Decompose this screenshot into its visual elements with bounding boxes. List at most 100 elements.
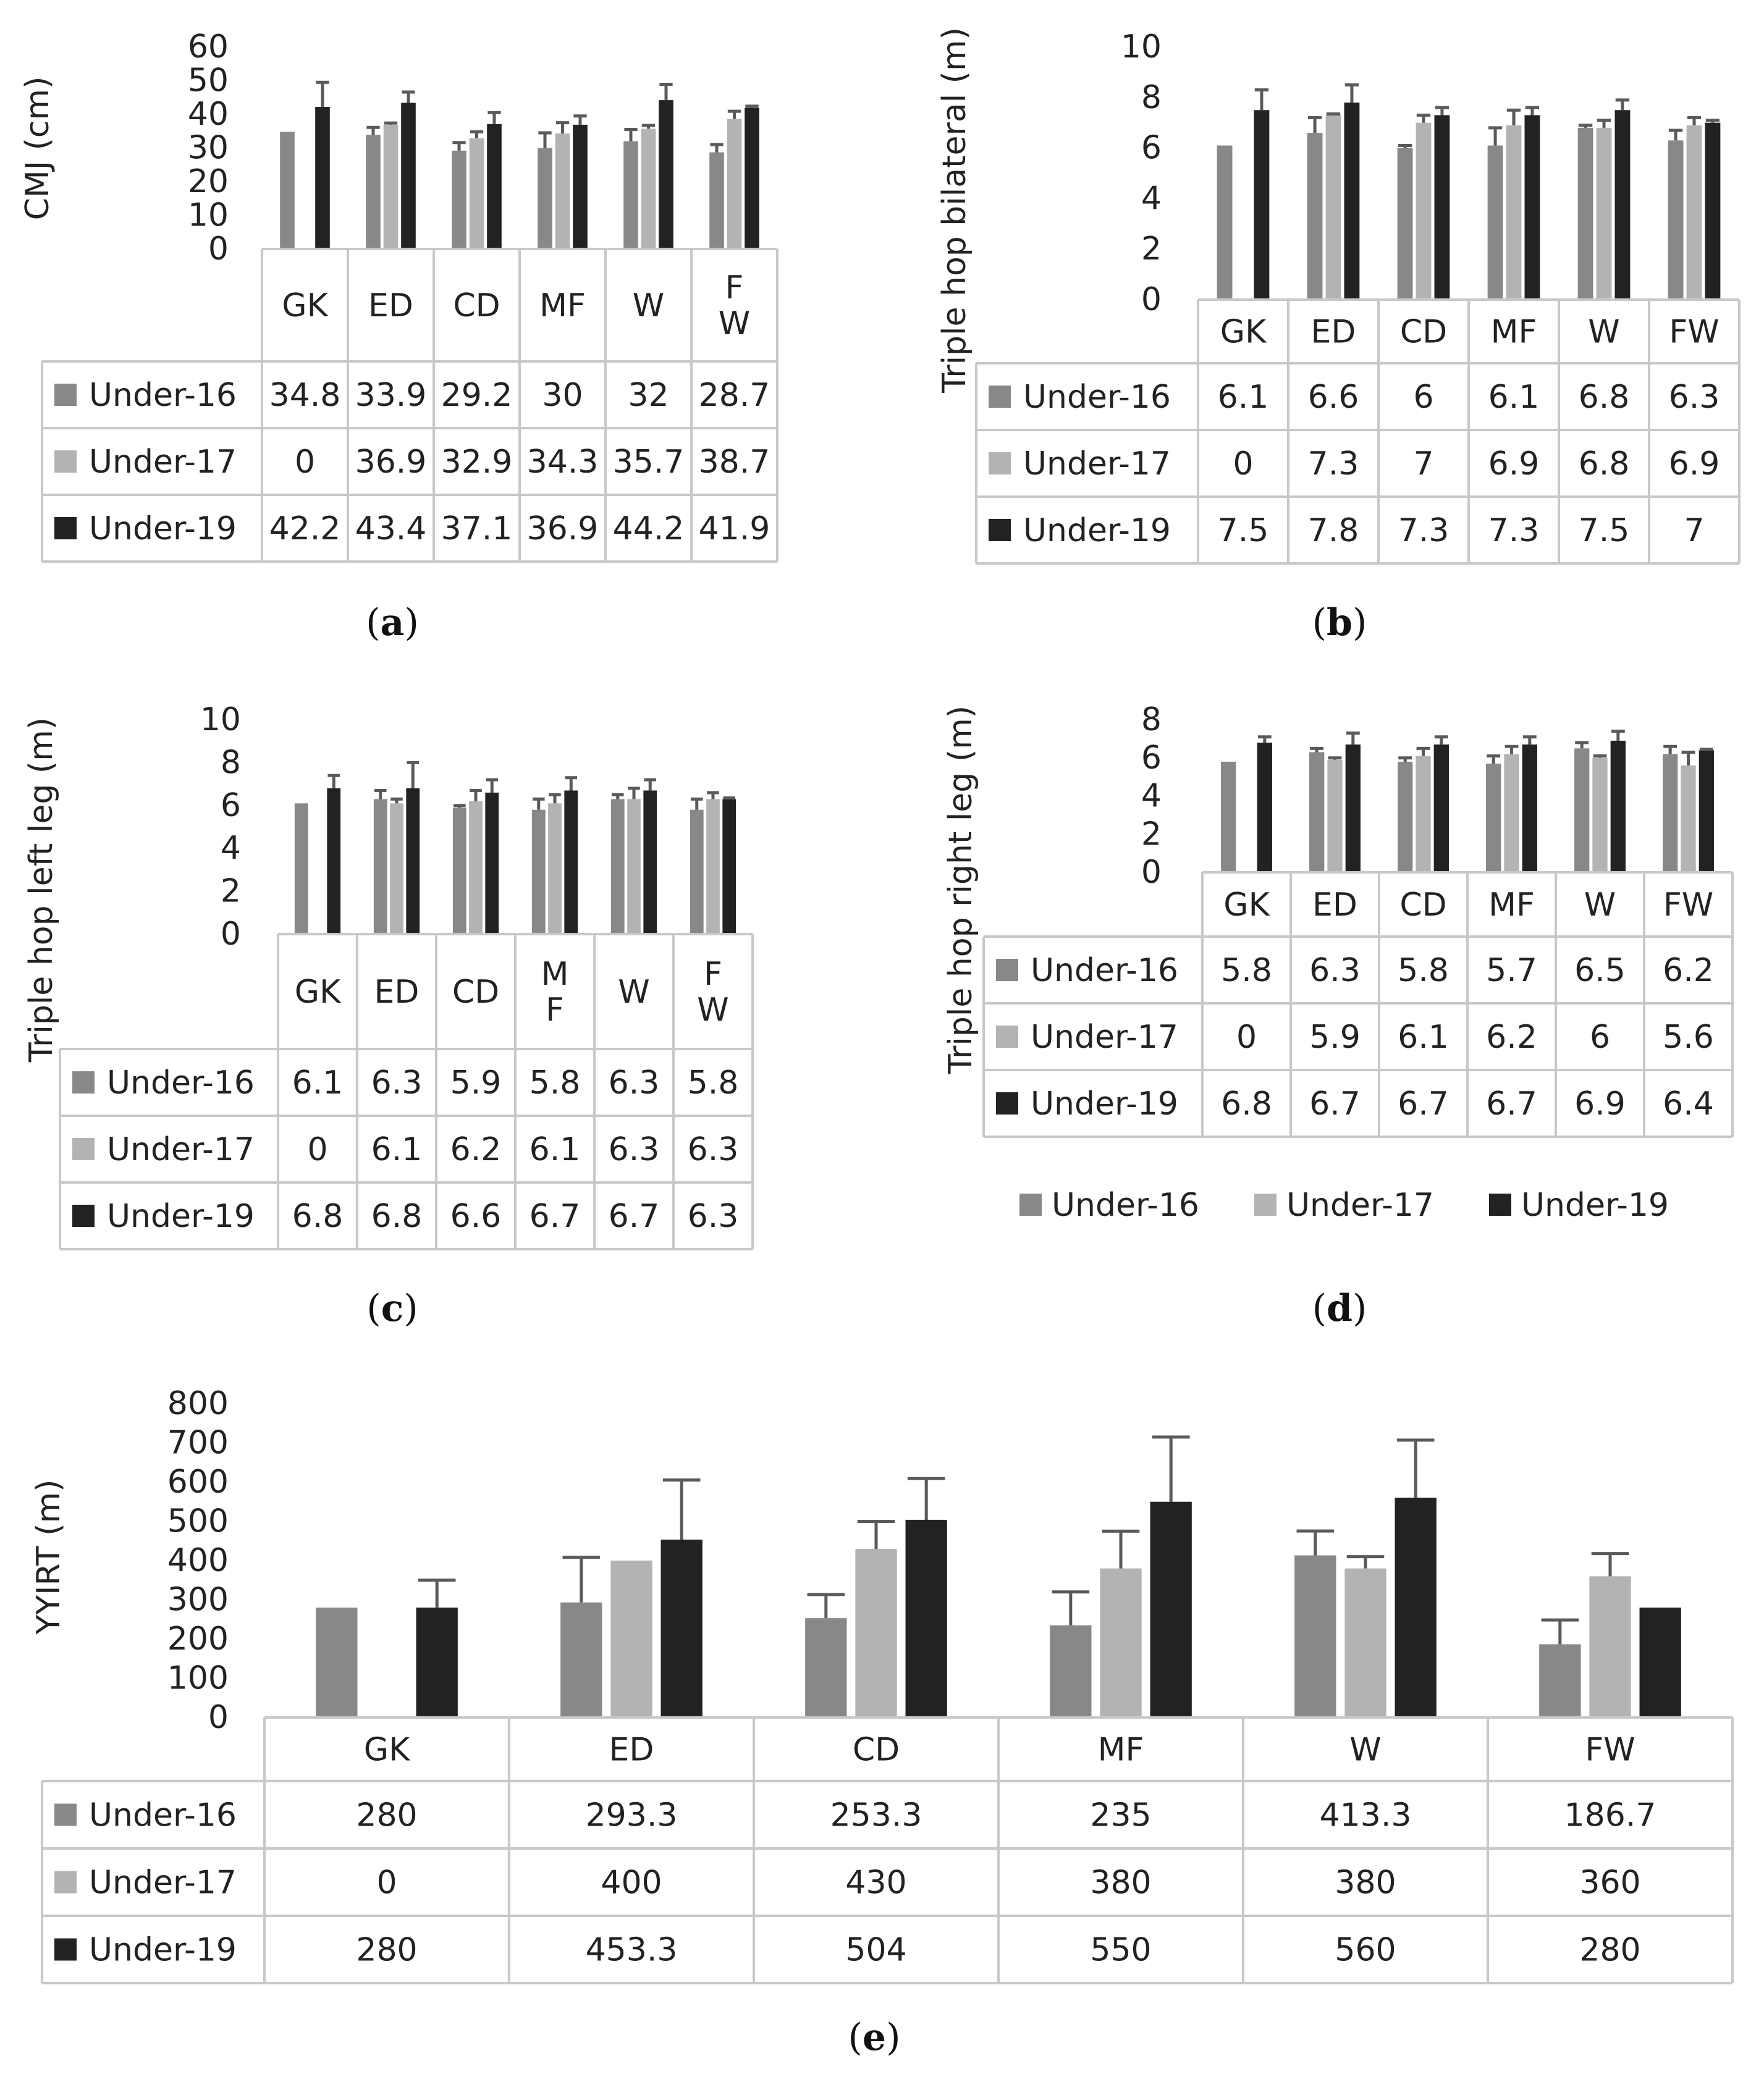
- bar-under-19-fw: [722, 799, 736, 934]
- bar-under-17-w: [1344, 1568, 1386, 1717]
- data-label: 6.1: [1398, 1019, 1449, 1056]
- bar-under-16-fw: [709, 152, 724, 249]
- bar-under-19-ed: [1345, 744, 1361, 872]
- data-label: 7.3: [1398, 512, 1450, 549]
- category-label: GK: [1220, 314, 1267, 351]
- category-label: FW: [1585, 1732, 1635, 1769]
- data-label: 6.1: [292, 1064, 344, 1102]
- bar-under-16-gk: [280, 132, 295, 249]
- bar-under-19-ed: [406, 788, 420, 934]
- data-label: 7.3: [1488, 512, 1540, 549]
- series-name: Under-17: [89, 1865, 237, 1902]
- category-label: F: [546, 992, 564, 1029]
- data-label: 6.2: [1486, 1019, 1537, 1056]
- bar-under-16-gk: [294, 803, 308, 934]
- data-label: 186.7: [1564, 1797, 1656, 1834]
- bar-under-19-fw: [1705, 122, 1721, 300]
- category-label: W: [1588, 314, 1619, 351]
- legend-label: Under-17: [1286, 1187, 1434, 1224]
- bar-under-16-cd: [1398, 761, 1413, 872]
- data-label: 6.4: [1663, 1085, 1714, 1123]
- y-tick-label: 6: [1141, 130, 1162, 167]
- y-tick-label: 600: [167, 1464, 229, 1501]
- data-label: 5.6: [1663, 1019, 1714, 1056]
- bar-under-19-gk: [416, 1608, 458, 1717]
- y-tick-label: 100: [167, 1660, 229, 1697]
- series-name: Under-19: [1031, 1085, 1178, 1123]
- bars: [316, 1435, 1681, 1717]
- bar-under-16-mf: [538, 148, 552, 249]
- data-label: 6.3: [371, 1064, 423, 1102]
- category-label: GK: [282, 287, 329, 324]
- data-label: 34.3: [527, 444, 599, 481]
- category-label: CD: [853, 1732, 900, 1769]
- bar-under-19-mf: [1522, 744, 1537, 872]
- data-label: 33.9: [355, 377, 427, 414]
- data-label: 6: [1590, 1019, 1610, 1056]
- data-label: 504: [845, 1932, 906, 1969]
- bar-under-17-mf: [555, 133, 570, 249]
- bar-under-16-w: [1574, 748, 1590, 872]
- legend-key-under-19: [72, 1205, 95, 1227]
- bar-under-19-mf: [573, 124, 588, 249]
- y-tick-label: 6: [221, 787, 241, 824]
- category-label: MF: [1491, 314, 1537, 351]
- bar-under-17-fw: [1686, 125, 1702, 300]
- data-label: 253.3: [830, 1797, 922, 1834]
- category-label: ED: [374, 974, 420, 1011]
- y-tick-label: 10: [1121, 28, 1162, 65]
- legend-key-under-17: [989, 452, 1011, 474]
- data-label: 6.6: [450, 1198, 502, 1235]
- y-tick-label: 40: [188, 96, 229, 133]
- series-name: Under-19: [89, 510, 237, 547]
- data-label: 30: [542, 377, 583, 414]
- bar-under-19-ed: [401, 103, 416, 249]
- data-label: 453.3: [586, 1932, 678, 1969]
- bar-under-17-ed: [383, 124, 399, 249]
- data-label: 6.2: [450, 1131, 502, 1168]
- data-label: 42.2: [269, 510, 341, 547]
- y-tick-label: 4: [221, 830, 241, 867]
- bar-under-19-w: [1610, 740, 1626, 872]
- bars: [1221, 730, 1714, 872]
- bar-under-19-gk: [1257, 743, 1272, 872]
- data-label: 35.7: [613, 444, 685, 481]
- series-name: Under-16: [89, 1797, 237, 1834]
- category-label: ED: [1311, 314, 1356, 351]
- data-label: 7.5: [1579, 512, 1630, 549]
- bar-under-17-cd: [855, 1548, 897, 1717]
- data-label: 6.8: [371, 1198, 423, 1235]
- data-label: 29.2: [441, 377, 513, 414]
- bar-under-17-cd: [1416, 122, 1432, 300]
- bars: [294, 761, 736, 934]
- data-label: 0: [1236, 1019, 1257, 1056]
- data-label: 36.9: [527, 510, 599, 547]
- data-label: 6: [1413, 379, 1433, 416]
- bar-under-16-cd: [452, 150, 466, 249]
- data-label: 6.9: [1574, 1085, 1626, 1123]
- bar-under-17-ed: [1327, 759, 1343, 872]
- data-label: 7: [1413, 445, 1433, 483]
- bar-under-17-w: [641, 129, 656, 249]
- y-axis-label: Triple hop left leg (m): [23, 717, 60, 1063]
- y-tick-label: 0: [208, 1699, 229, 1736]
- legend: Under-16 Under-17 Under-19: [1019, 1187, 1669, 1224]
- y-axis-label: Triple hop right leg (m): [942, 706, 979, 1074]
- data-label: 6.1: [371, 1131, 423, 1168]
- legend-swatch: [1489, 1194, 1511, 1216]
- data-label: 6.9: [1488, 445, 1540, 483]
- data-label: 6.7: [1486, 1085, 1537, 1123]
- y-tick-label: 2: [221, 873, 241, 910]
- series-name: Under-17: [1023, 445, 1171, 483]
- legend-label: Under-19: [1521, 1187, 1669, 1224]
- y-tick-label: 8: [1141, 701, 1162, 738]
- y-tick-label: 0: [208, 230, 229, 268]
- data-label: 6.8: [1579, 379, 1630, 416]
- y-tick-label: 60: [188, 28, 229, 65]
- data-table: GK ED CD MF W FW Under-16 280 293.3 253.3 235 413.3…: [41, 1716, 1734, 1984]
